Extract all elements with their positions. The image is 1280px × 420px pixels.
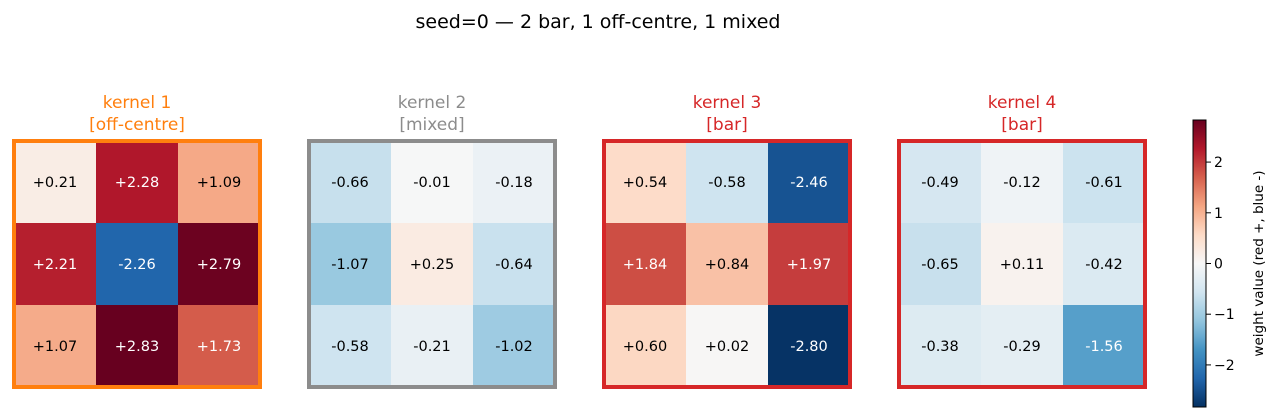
kernel-title: kernel 2 [398, 93, 467, 113]
kernel-panels: kernel 1[off-centre] +0.21 +2.28 +1.09 +2.21… [12, 93, 1147, 389]
cell-value-label: -1.02 [495, 339, 533, 355]
cell-value-label: +1.84 [623, 257, 667, 273]
heatmap-cell [96, 141, 178, 223]
kernel-frame [897, 139, 1147, 389]
heatmap-cell [604, 305, 686, 387]
heatmap-cell [768, 305, 850, 387]
heatmap-cell [178, 223, 260, 305]
colorbar-gradient [1193, 120, 1206, 407]
kernel-title: kernel 3 [693, 93, 762, 113]
heatmap-cell [768, 141, 850, 223]
kernel-frame [12, 139, 262, 389]
kernel-title: kernel 4 [988, 93, 1057, 113]
heatmap-cell [473, 141, 555, 223]
colorbar-tick-label: 0 [1214, 257, 1223, 273]
kernel-panel-1: kernel 1[off-centre] +0.21 +2.28 +1.09 +2.21… [12, 93, 262, 389]
cell-value-label: -0.18 [495, 175, 533, 191]
cell-value-label: -0.65 [921, 257, 959, 273]
colorbar-tick-label: 2 [1214, 155, 1223, 171]
cell-value-label: +0.21 [33, 175, 77, 191]
heatmap-cell [686, 223, 768, 305]
cell-value-label: -0.38 [921, 339, 959, 355]
cell-value-label: +1.09 [197, 175, 241, 191]
cell-value-label: -0.49 [921, 175, 959, 191]
cell-value-label: +0.54 [623, 175, 667, 191]
heatmap-cell [604, 223, 686, 305]
heatmap-cell [768, 223, 850, 305]
heatmap-cell [14, 305, 96, 387]
cell-value-label: +1.07 [33, 339, 77, 355]
cell-value-label: +0.02 [705, 339, 749, 355]
heatmap-cell [473, 305, 555, 387]
cell-value-label: -0.64 [495, 257, 533, 273]
kernel-title: kernel 1 [103, 93, 172, 113]
heatmap-cell [96, 223, 178, 305]
heatmap-cell [391, 223, 473, 305]
cell-value-label: +2.28 [115, 175, 159, 191]
kernel-type-tag: [bar] [1001, 115, 1042, 135]
cell-value-label: -0.58 [708, 175, 746, 191]
colorbar-label: weight value (red +, blue -) [1251, 170, 1267, 356]
heatmap-cell [1063, 305, 1145, 387]
heatmap-cell [981, 223, 1063, 305]
kernel-panel-3: kernel 3[bar] +0.54 -0.58 -2.46 +1.84 +0.84 +1… [602, 93, 852, 389]
colorbar-tick-label: −1 [1214, 307, 1235, 323]
heatmap-cell [14, 141, 96, 223]
heatmap-cell [1063, 141, 1145, 223]
heatmap-cell [686, 141, 768, 223]
cell-value-label: +2.21 [33, 257, 77, 273]
heatmap-cell [1063, 223, 1145, 305]
cell-value-label: -1.56 [1085, 339, 1123, 355]
cell-value-label: -2.46 [790, 175, 828, 191]
cell-value-label: -1.07 [331, 257, 369, 273]
heatmap-cell [686, 305, 768, 387]
cell-value-label: +0.11 [1000, 257, 1044, 273]
heatmap-cell [899, 223, 981, 305]
cell-value-label: -0.12 [1003, 175, 1041, 191]
cell-value-label: +2.79 [197, 257, 241, 273]
colorbar-tick-label: 1 [1214, 206, 1223, 222]
heatmap-cell [309, 141, 391, 223]
heatmap-cell [899, 141, 981, 223]
heatmap-cell [473, 223, 555, 305]
heatmap-cell [899, 305, 981, 387]
cell-value-label: +0.60 [623, 339, 667, 355]
heatmap-cell [604, 141, 686, 223]
cell-value-label: +0.84 [705, 257, 749, 273]
heatmap-cell [309, 223, 391, 305]
cell-value-label: -0.66 [331, 175, 369, 191]
heatmap-cell [96, 305, 178, 387]
cell-value-label: +2.83 [115, 339, 159, 355]
cell-value-label: +1.97 [787, 257, 831, 273]
kernel-type-tag: [mixed] [399, 115, 464, 135]
cell-value-label: +0.25 [410, 257, 454, 273]
figure-title: seed=0 — 2 bar, 1 off-centre, 1 mixed [416, 11, 781, 33]
kernel-panel-2: kernel 2[mixed] -0.66 -0.01 -0.18 -1.07 +0.25… [307, 93, 557, 389]
heatmap-cell [391, 305, 473, 387]
colorbar: −2 −1 0 1 2 weight value (red +, blue -) [1192, 119, 1267, 408]
cell-value-label: -0.42 [1085, 257, 1123, 273]
heatmap-cell [178, 141, 260, 223]
heatmap-cell [981, 305, 1063, 387]
kernel-frame [307, 139, 557, 389]
heatmap-cell [981, 141, 1063, 223]
kernel-panel-4: kernel 4[bar] -0.49 -0.12 -0.61 -0.65 +0.11 -0… [897, 93, 1147, 389]
cell-value-label: -0.29 [1003, 339, 1041, 355]
kernel-type-tag: [off-centre] [89, 115, 185, 135]
kernel-type-tag: [bar] [706, 115, 747, 135]
heatmap-cell [14, 223, 96, 305]
heatmap-cell [309, 305, 391, 387]
cell-value-label: +1.73 [197, 339, 241, 355]
cell-value-label: -0.01 [413, 175, 451, 191]
kernel-frame [602, 139, 852, 389]
cell-value-label: -2.26 [118, 257, 156, 273]
heatmap-cell [178, 305, 260, 387]
cell-value-label: -0.61 [1085, 175, 1123, 191]
cell-value-label: -2.80 [790, 339, 828, 355]
cell-value-label: -0.21 [413, 339, 451, 355]
heatmap-cell [391, 141, 473, 223]
cell-value-label: -0.58 [331, 339, 369, 355]
colorbar-tick-label: −2 [1214, 358, 1235, 374]
